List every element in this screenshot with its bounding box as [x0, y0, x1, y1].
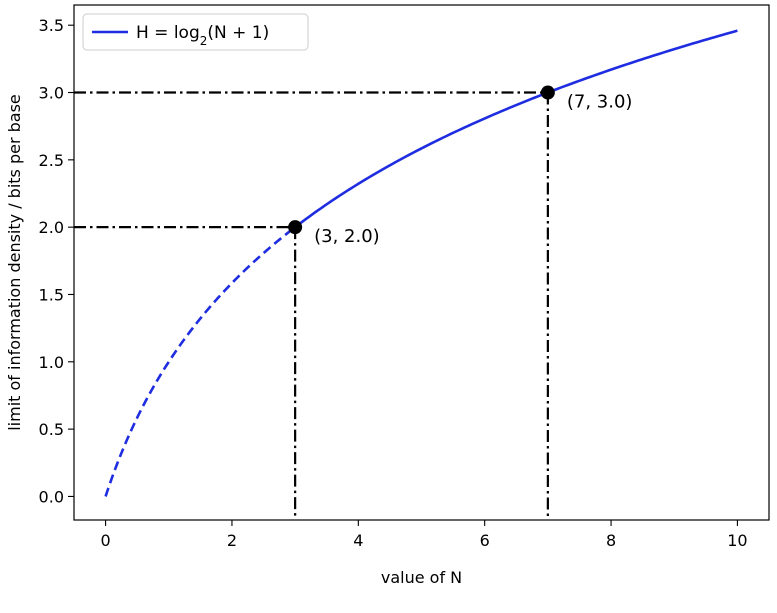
plot-frame [73, 4, 770, 521]
y-axis-ticks: 0.0 0.5 1.0 1.5 2.0 2.5 3.0 3.5 [39, 16, 74, 506]
x-tick-label: 10 [727, 531, 747, 550]
y-tick-label: 0.0 [39, 487, 64, 506]
series-line-solid [294, 29, 738, 229]
x-axis-label: value of N [381, 568, 462, 587]
y-tick-label: 3.5 [39, 16, 64, 35]
y-tick-label: 3.0 [39, 84, 64, 103]
y-tick-label: 0.5 [39, 420, 64, 439]
x-tick-label: 8 [606, 531, 616, 550]
y-tick-label: 2.5 [39, 151, 64, 170]
x-tick-label: 2 [227, 531, 237, 550]
point-annotations: (3, 2.0) (7, 3.0) [314, 92, 632, 248]
x-tick-label: 6 [480, 531, 490, 550]
series-line-dashed [104, 226, 296, 497]
y-tick-label: 1.5 [39, 285, 64, 304]
legend-label: H = log2(N + 1) [136, 23, 269, 48]
point-label: (7, 3.0) [567, 92, 633, 113]
y-axis-label: limit of information density / bits per … [5, 94, 24, 431]
point-label: (3, 2.0) [314, 226, 380, 247]
curves [104, 29, 738, 497]
x-tick-label: 4 [353, 531, 363, 550]
point-marker [288, 220, 303, 235]
legend-box [82, 13, 309, 51]
point-markers [288, 85, 555, 235]
x-tick-label: 0 [100, 531, 110, 550]
y-tick-label: 1.0 [39, 353, 64, 372]
y-tick-label: 2.0 [39, 218, 64, 237]
legend: H = log2(N + 1) [82, 13, 309, 51]
reference-lines [74, 91, 549, 520]
point-marker [540, 85, 555, 100]
x-axis-ticks: 0 2 4 6 8 10 [100, 520, 748, 550]
